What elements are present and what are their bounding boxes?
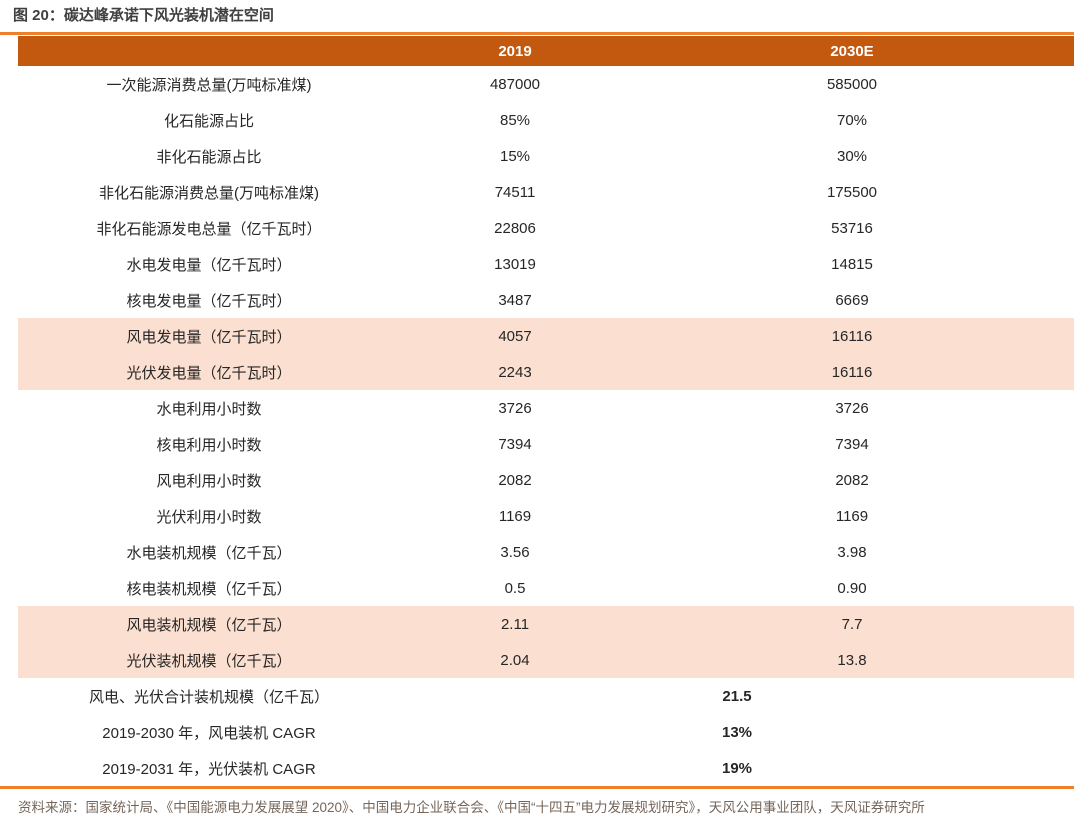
row-label: 核电发电量（亿千瓦时） [126, 292, 292, 310]
row-label: 水电利用小时数 [156, 400, 262, 418]
row-value-2030e: 53716 [831, 219, 873, 237]
table-row: 风电、光伏合计装机规模（亿千瓦） 21.5 [18, 678, 1074, 714]
row-value-2019: 2.04 [400, 642, 630, 678]
row-value-2019: 3726 [498, 399, 532, 417]
table-row: 风电利用小时数 2082 2082 [18, 462, 1074, 498]
table-row: 水电装机规模（亿千瓦） 3.56 3.98 [18, 534, 1074, 570]
header-col-2030e: 2030E [630, 36, 1074, 66]
row-label: 核电装机规模（亿千瓦） [126, 580, 292, 598]
table-row: 2019-2030 年，风电装机 CAGR 13% [18, 714, 1074, 750]
table-row: 光伏发电量（亿千瓦时） 2243 16116 [18, 354, 1074, 390]
row-value-2019: 3487 [498, 291, 532, 309]
row-value-2030e: 7.7 [630, 606, 1074, 642]
table-row: 非化石能源发电总量（亿千瓦时） 22806 53716 [18, 210, 1074, 246]
table-row: 风电装机规模（亿千瓦） 2.11 7.7 [18, 606, 1074, 642]
row-label: 核电利用小时数 [156, 436, 262, 454]
row-label: 化石能源占比 [163, 112, 254, 130]
row-value-2030e: 585000 [826, 75, 878, 93]
source-note: 资料来源：国家统计局、《中国能源电力发展展望 2020》、中国电力企业联合会、《… [18, 800, 925, 815]
title-underline [0, 32, 1074, 35]
figure-20-table: 2019 2030E 一次能源消费总量(万吨标准煤) 487000 585000 化石… [18, 36, 1074, 786]
row-value-merged: 19% [721, 759, 753, 777]
row-value-2030e: 0.90 [837, 579, 867, 597]
row-value-2019: 2243 [400, 354, 630, 390]
table-row: 非化石能源占比 15% 30% [18, 138, 1074, 174]
row-value-2019: 85% [499, 111, 531, 129]
row-value-2019: 487000 [489, 75, 541, 93]
row-label: 水电发电量（亿千瓦时） [126, 256, 292, 274]
row-value-2030e: 13.8 [630, 642, 1074, 678]
row-value-2030e: 175500 [826, 183, 878, 201]
row-label: 2019-2031 年，光伏装机 CAGR [102, 760, 316, 778]
row-value-2019: 4057 [400, 318, 630, 354]
row-value-2019: 13019 [494, 255, 536, 273]
table-row: 核电发电量（亿千瓦时） 3487 6669 [18, 282, 1074, 318]
row-label: 非化石能源占比 [156, 148, 262, 166]
row-value-2019: 3.56 [500, 543, 530, 561]
row-value-2030e: 3726 [835, 399, 869, 417]
row-value-merged: 21.5 [722, 687, 752, 705]
table-row: 水电利用小时数 3726 3726 [18, 390, 1074, 426]
figure-title: 图 20：碳达峰承诺下风光装机潜在空间 [13, 7, 274, 24]
row-label: 光伏利用小时数 [156, 508, 262, 526]
table-row: 化石能源占比 85% 70% [18, 102, 1074, 138]
row-value-2030e: 3.98 [837, 543, 867, 561]
row-label: 光伏装机规模（亿千瓦） [18, 642, 400, 678]
row-value-2019: 2082 [498, 471, 532, 489]
row-value-2019: 7394 [498, 435, 532, 453]
row-value-2030e: 6669 [835, 291, 869, 309]
row-value-2030e: 16116 [630, 354, 1074, 390]
row-value-2030e: 14815 [831, 255, 873, 273]
row-value-2019: 1169 [498, 507, 532, 525]
row-label: 一次能源消费总量(万吨标准煤) [106, 76, 312, 94]
row-label: 水电装机规模（亿千瓦） [126, 544, 292, 562]
row-label: 非化石能源发电总量（亿千瓦时） [96, 220, 322, 238]
table-row: 2019-2031 年，光伏装机 CAGR 19% [18, 750, 1074, 786]
table-row: 水电发电量（亿千瓦时） 13019 14815 [18, 246, 1074, 282]
row-value-merged: 13% [721, 723, 753, 741]
table-row: 光伏装机规模（亿千瓦） 2.04 13.8 [18, 642, 1074, 678]
row-value-2030e: 7394 [835, 435, 869, 453]
row-label: 风电装机规模（亿千瓦） [18, 606, 400, 642]
table-row: 核电装机规模（亿千瓦） 0.5 0.90 [18, 570, 1074, 606]
header-col-2019: 2019 [400, 36, 630, 66]
row-label: 光伏发电量（亿千瓦时） [18, 354, 400, 390]
row-value-2019: 74511 [494, 183, 536, 201]
row-value-2019: 0.5 [504, 579, 526, 597]
row-value-2030e: 1169 [835, 507, 869, 525]
row-value-2019: 15% [499, 147, 531, 165]
row-value-2030e: 70% [836, 111, 868, 129]
row-value-2019: 2.11 [400, 606, 630, 642]
row-value-2019: 22806 [494, 219, 536, 237]
table-row: 光伏利用小时数 1169 1169 [18, 498, 1074, 534]
table-row: 核电利用小时数 7394 7394 [18, 426, 1074, 462]
header-blank-cell [18, 36, 400, 66]
table-header-row: 2019 2030E [18, 36, 1074, 66]
row-value-2030e: 16116 [630, 318, 1074, 354]
row-value-2030e: 2082 [835, 471, 869, 489]
table-row: 风电发电量（亿千瓦时） 4057 16116 [18, 318, 1074, 354]
row-label: 非化石能源消费总量(万吨标准煤) [99, 184, 319, 202]
table-row: 非化石能源消费总量(万吨标准煤) 74511 175500 [18, 174, 1074, 210]
row-label: 2019-2030 年，风电装机 CAGR [102, 724, 316, 742]
row-label: 风电发电量（亿千瓦时） [18, 318, 400, 354]
footer-divider [0, 786, 1074, 789]
row-label: 风电、光伏合计装机规模（亿千瓦） [88, 688, 329, 706]
row-label: 风电利用小时数 [156, 472, 262, 490]
row-value-2030e: 30% [836, 147, 868, 165]
table-row: 一次能源消费总量(万吨标准煤) 487000 585000 [18, 66, 1074, 102]
